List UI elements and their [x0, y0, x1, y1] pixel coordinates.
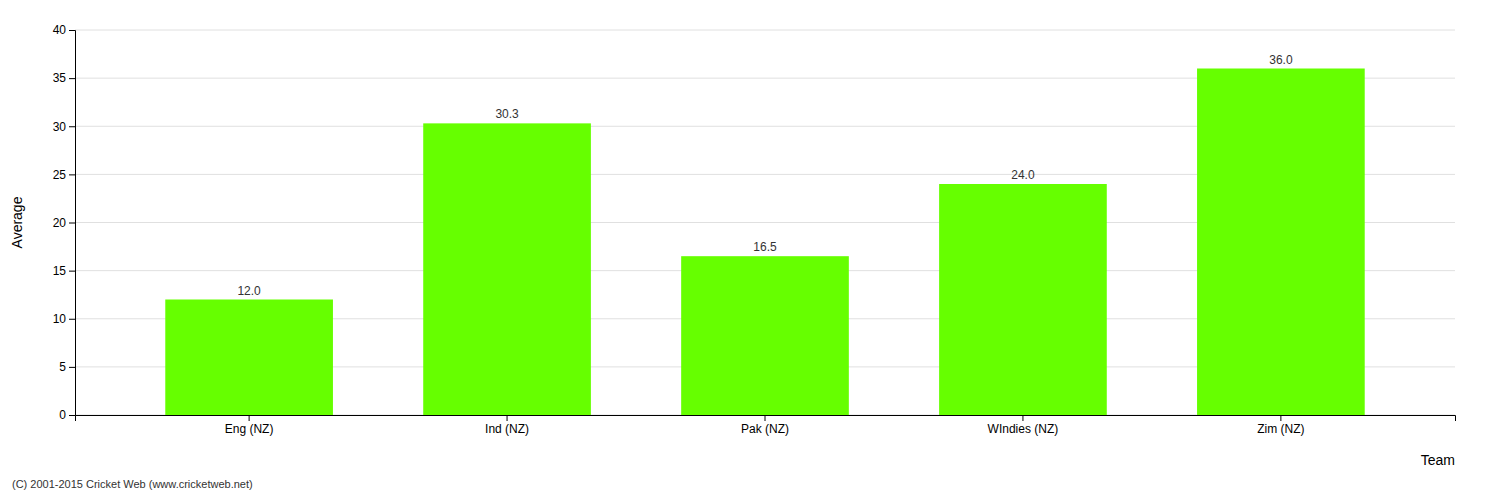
tick: 5: [59, 360, 75, 374]
tick: 40: [53, 23, 75, 37]
tick-mark: [1280, 415, 1281, 421]
x-axis-title: Team: [1421, 452, 1455, 468]
tick-mark: [249, 415, 250, 421]
tick-mark: [69, 30, 75, 31]
tick-label: 0: [59, 408, 66, 422]
tick-label: 35: [53, 71, 67, 85]
tick-label: 25: [53, 168, 67, 182]
tick: Pak (NZ): [741, 415, 789, 436]
tick: 0: [59, 408, 75, 422]
tick: 10: [53, 312, 75, 326]
tick: 35: [53, 71, 75, 85]
tick-mark: [69, 223, 75, 224]
tick-label: Ind (NZ): [485, 422, 529, 436]
tick: Eng (NZ): [225, 415, 274, 436]
grid-line: [75, 30, 1455, 31]
tick-label: 30: [53, 120, 67, 134]
tick: 30: [53, 120, 75, 134]
tick-label: 40: [53, 23, 67, 37]
y-axis: 0 5 10 15 20 25 30 35 40: [53, 23, 76, 422]
tick-label: Eng (NZ): [225, 422, 274, 436]
tick: WIndies (NZ): [988, 415, 1059, 436]
tick-mark: [69, 271, 75, 272]
x-axis: Eng (NZ) Ind (NZ) Pak (NZ) WIndies (NZ) Zim …: [76, 415, 1456, 436]
bar: [1197, 69, 1365, 416]
bar: [423, 123, 591, 415]
grid: [75, 30, 1455, 415]
tick-mark: [507, 415, 508, 421]
footer: (C) 2001-2015 Cricket Web (www.cricketwe…: [12, 478, 253, 490]
tick-mark: [69, 78, 75, 79]
tick: 20: [53, 216, 75, 230]
tick-label: 20: [53, 216, 67, 230]
tick-mark: [1022, 415, 1023, 421]
axis-line: [76, 416, 1456, 422]
data-label: 36.0: [1269, 53, 1293, 67]
bars: [165, 69, 1364, 416]
data-label: 30.3: [495, 107, 519, 121]
data-label: 12.0: [237, 284, 261, 298]
bar: [165, 300, 333, 416]
tick-label: 10: [53, 312, 67, 326]
tick-label: 15: [53, 264, 67, 278]
tick: 25: [53, 168, 75, 182]
tick: Zim (NZ): [1257, 415, 1304, 436]
tick-mark: [69, 174, 75, 175]
data-label: 24.0: [1011, 168, 1035, 182]
axis-line: [69, 31, 76, 416]
plot-area: 12.0 30.3 16.5 24.0 36.0 Eng (NZ) Ind (NZ) Pak …: [53, 23, 1456, 435]
tick-label: Pak (NZ): [741, 422, 789, 436]
tick-mark: [765, 415, 766, 421]
tick: 15: [53, 264, 75, 278]
tick-label: Zim (NZ): [1257, 422, 1304, 436]
tick-mark: [69, 126, 75, 127]
tick-label: WIndies (NZ): [988, 422, 1059, 436]
bar: [939, 184, 1107, 415]
tick-mark: [69, 367, 75, 368]
tick: Ind (NZ): [485, 415, 529, 436]
tick-label: 5: [59, 360, 66, 374]
y-axis-title: Average: [9, 196, 25, 248]
tick-mark: [69, 319, 75, 320]
tick-mark: [69, 415, 75, 416]
data-labels: 12.0 30.3 16.5 24.0 36.0: [237, 53, 1292, 298]
bar: [681, 256, 849, 415]
data-label: 16.5: [753, 240, 777, 254]
chart: 12.0 30.3 16.5 24.0 36.0 Eng (NZ) Ind (NZ) Pak …: [0, 0, 1500, 500]
